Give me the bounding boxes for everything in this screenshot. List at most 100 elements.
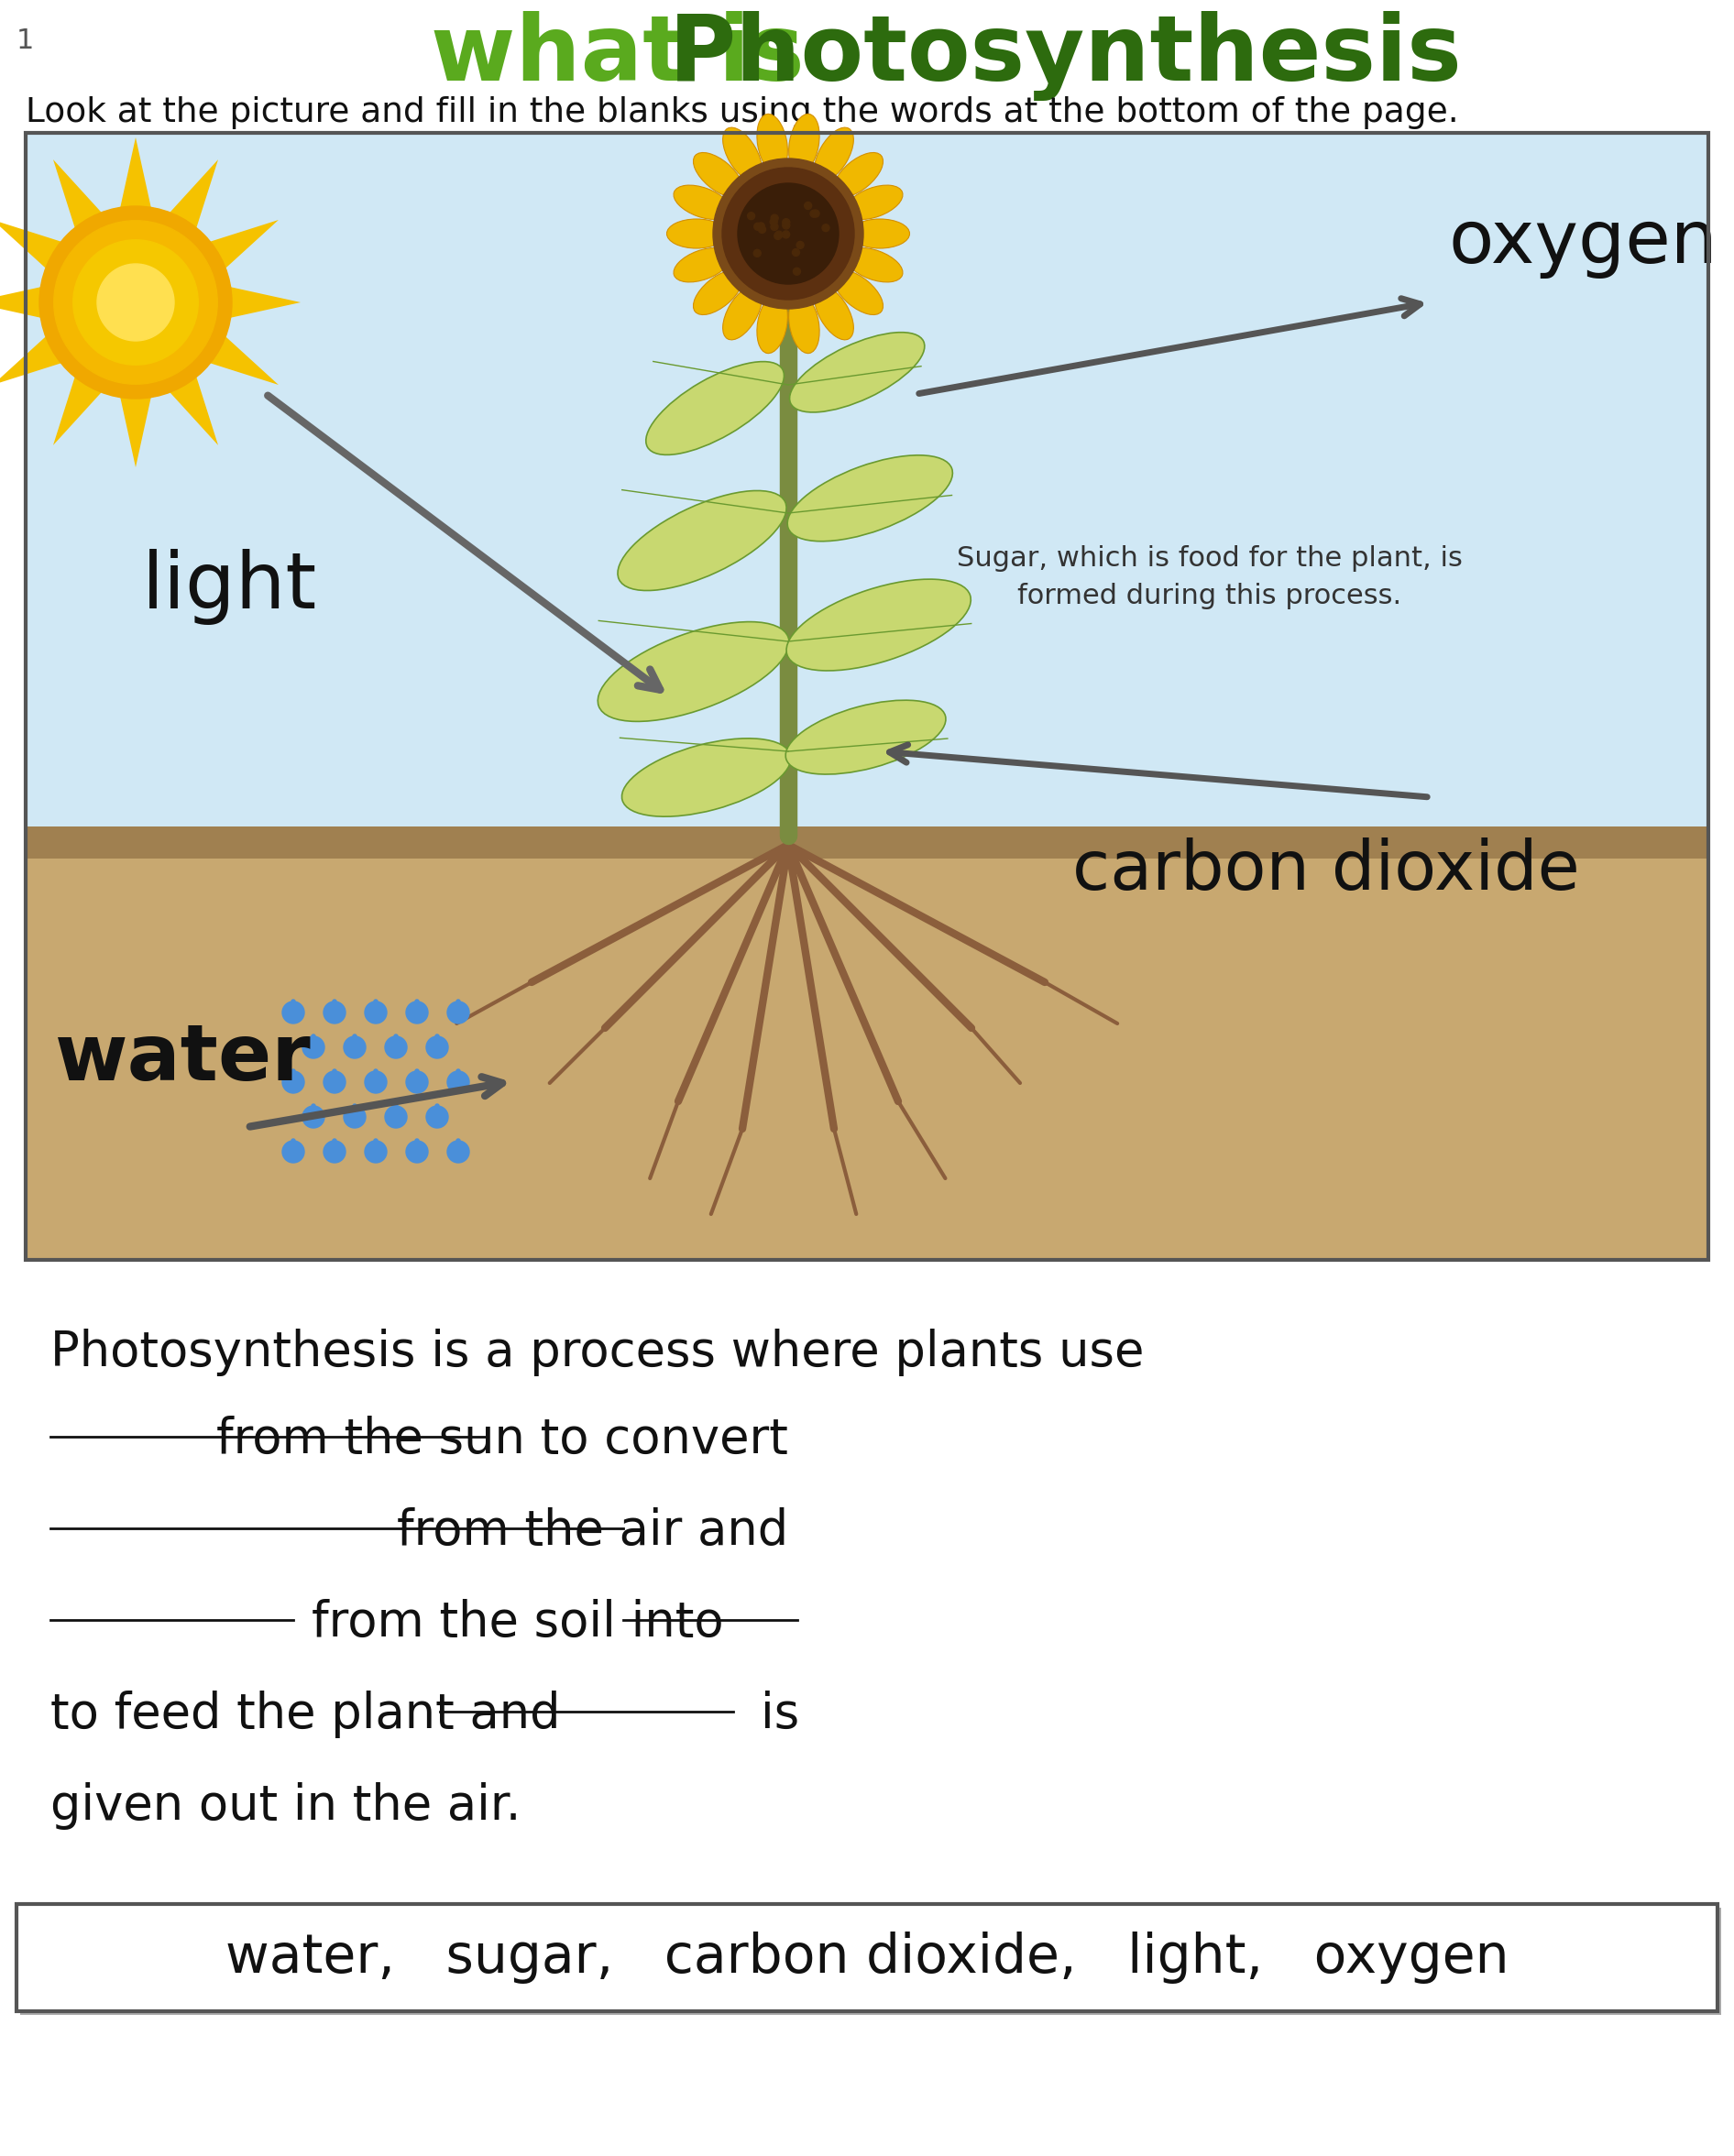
Ellipse shape xyxy=(834,153,883,196)
Text: what is: what is xyxy=(430,11,836,99)
Circle shape xyxy=(775,203,782,211)
Text: to feed the plant and: to feed the plant and xyxy=(50,1690,560,1738)
Polygon shape xyxy=(166,160,218,233)
Text: water: water xyxy=(55,1020,312,1095)
Ellipse shape xyxy=(787,455,952,541)
Ellipse shape xyxy=(694,153,742,196)
Bar xyxy=(17,1904,1717,2012)
Circle shape xyxy=(406,1141,428,1162)
Circle shape xyxy=(283,1141,303,1162)
Polygon shape xyxy=(166,373,218,444)
Circle shape xyxy=(385,1037,407,1059)
Circle shape xyxy=(97,263,173,341)
Ellipse shape xyxy=(723,287,761,341)
Circle shape xyxy=(406,1003,428,1024)
Ellipse shape xyxy=(668,220,727,248)
Text: carbon dioxide: carbon dioxide xyxy=(1072,837,1580,903)
Circle shape xyxy=(324,1141,345,1162)
Circle shape xyxy=(447,1003,470,1024)
Polygon shape xyxy=(206,334,279,384)
Circle shape xyxy=(302,1106,324,1128)
Circle shape xyxy=(751,224,758,231)
Text: Photosynthesis: Photosynthesis xyxy=(669,11,1462,101)
Text: Sugar, which is food for the plant, is
formed during this process.: Sugar, which is food for the plant, is f… xyxy=(957,545,1463,610)
Ellipse shape xyxy=(789,332,924,412)
Circle shape xyxy=(721,168,855,300)
Ellipse shape xyxy=(673,248,730,282)
Polygon shape xyxy=(120,392,153,468)
Ellipse shape xyxy=(786,701,945,774)
Circle shape xyxy=(447,1141,470,1162)
Circle shape xyxy=(364,1003,387,1024)
Ellipse shape xyxy=(758,114,787,172)
Ellipse shape xyxy=(758,295,787,354)
Circle shape xyxy=(713,160,864,308)
Circle shape xyxy=(73,239,198,364)
Ellipse shape xyxy=(846,248,903,282)
Circle shape xyxy=(780,257,787,263)
Ellipse shape xyxy=(598,621,789,722)
Bar xyxy=(26,134,1708,830)
Ellipse shape xyxy=(645,362,784,455)
Circle shape xyxy=(364,1141,387,1162)
Circle shape xyxy=(779,259,786,267)
Text: is: is xyxy=(761,1690,799,1738)
Ellipse shape xyxy=(787,580,971,671)
Circle shape xyxy=(343,1106,366,1128)
Ellipse shape xyxy=(815,127,853,181)
Polygon shape xyxy=(54,373,104,444)
Polygon shape xyxy=(0,334,66,384)
Polygon shape xyxy=(225,287,300,319)
Ellipse shape xyxy=(834,270,883,315)
Circle shape xyxy=(787,220,796,226)
Circle shape xyxy=(801,239,808,246)
Circle shape xyxy=(765,220,773,229)
Circle shape xyxy=(427,1037,447,1059)
Circle shape xyxy=(40,207,232,399)
Bar xyxy=(26,830,1708,1259)
Circle shape xyxy=(794,252,803,259)
Circle shape xyxy=(385,1106,407,1128)
Bar xyxy=(21,1908,1722,2016)
Text: from the soil into: from the soil into xyxy=(312,1600,723,1647)
Circle shape xyxy=(796,220,803,226)
Circle shape xyxy=(427,1106,447,1128)
Circle shape xyxy=(761,252,768,261)
Ellipse shape xyxy=(850,220,910,248)
Ellipse shape xyxy=(623,737,791,817)
Circle shape xyxy=(747,229,756,235)
Ellipse shape xyxy=(694,270,742,315)
Ellipse shape xyxy=(617,492,787,591)
Circle shape xyxy=(770,203,777,209)
Polygon shape xyxy=(54,160,104,233)
Text: given out in the air.: given out in the air. xyxy=(50,1783,520,1830)
Ellipse shape xyxy=(815,287,853,341)
Circle shape xyxy=(302,1037,324,1059)
Circle shape xyxy=(54,220,217,384)
Circle shape xyxy=(364,1072,387,1093)
Text: from the air and: from the air and xyxy=(397,1507,789,1554)
Text: Photosynthesis is a process where plants use: Photosynthesis is a process where plants… xyxy=(50,1328,1144,1376)
Circle shape xyxy=(343,1037,366,1059)
Circle shape xyxy=(792,250,801,259)
Circle shape xyxy=(780,250,787,259)
Circle shape xyxy=(324,1072,345,1093)
Ellipse shape xyxy=(789,295,820,354)
Circle shape xyxy=(780,252,789,261)
Circle shape xyxy=(283,1072,303,1093)
Text: oxygen: oxygen xyxy=(1448,207,1717,278)
Circle shape xyxy=(406,1072,428,1093)
Circle shape xyxy=(737,183,839,285)
Text: Look at the picture and fill in the blanks using the words at the bottom of the : Look at the picture and fill in the blan… xyxy=(26,97,1458,129)
Polygon shape xyxy=(206,220,279,272)
Text: 1: 1 xyxy=(17,28,35,54)
Text: from the sun to convert: from the sun to convert xyxy=(217,1416,789,1464)
Text: light: light xyxy=(142,548,317,625)
Circle shape xyxy=(447,1072,470,1093)
Text: water,   sugar,   carbon dioxide,   light,   oxygen: water, sugar, carbon dioxide, light, oxy… xyxy=(225,1932,1509,1984)
Bar xyxy=(26,826,1708,858)
Ellipse shape xyxy=(723,127,761,181)
Ellipse shape xyxy=(673,185,730,220)
Polygon shape xyxy=(120,138,153,211)
Polygon shape xyxy=(0,220,66,272)
